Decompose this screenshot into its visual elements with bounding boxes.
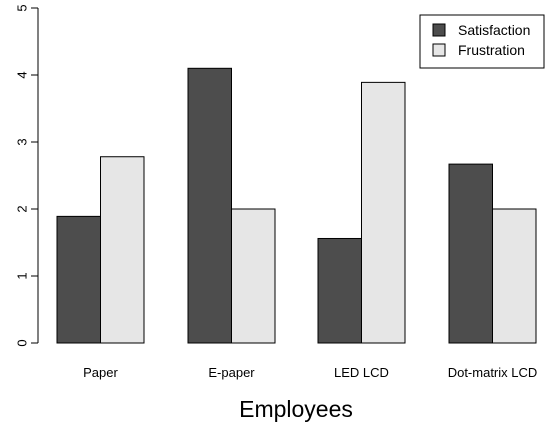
bars	[56, 67, 537, 344]
bar-frustration-3	[492, 208, 537, 344]
legend-label-frustration: Frustration	[458, 42, 525, 58]
y-tick-label: 3	[14, 138, 29, 145]
bar-satisfaction-2	[317, 237, 362, 344]
y-tick-label: 2	[14, 205, 29, 212]
x-tick-label: E-paper	[208, 365, 255, 380]
bar-frustration-0	[100, 156, 145, 344]
bar-satisfaction-3	[448, 163, 493, 344]
x-tick-label: Dot-matrix LCD	[448, 365, 538, 380]
bar-satisfaction-1	[187, 67, 232, 344]
y-axis: 0 1 2 3 4 5	[14, 4, 39, 347]
legend: Satisfaction Frustration	[419, 14, 545, 69]
y-tick-label: 1	[14, 272, 29, 279]
legend-swatch-frustration	[432, 43, 446, 57]
x-tick-label: LED LCD	[334, 365, 389, 380]
legend-label-satisfaction: Satisfaction	[458, 22, 530, 38]
bar-frustration-2	[361, 81, 406, 344]
bar-frustration-1	[231, 208, 276, 344]
y-tick-label: 0	[14, 339, 29, 346]
y-tick-label: 4	[14, 71, 29, 78]
x-tick-labels: Paper E-paper LED LCD Dot-matrix LCD	[83, 365, 537, 380]
x-axis-title: Employees	[239, 396, 353, 422]
bar-satisfaction-0	[56, 215, 101, 344]
y-tick-label: 5	[14, 4, 29, 11]
legend-swatch-satisfaction	[432, 23, 446, 37]
legend-box	[419, 14, 545, 69]
x-tick-label: Paper	[83, 365, 118, 380]
